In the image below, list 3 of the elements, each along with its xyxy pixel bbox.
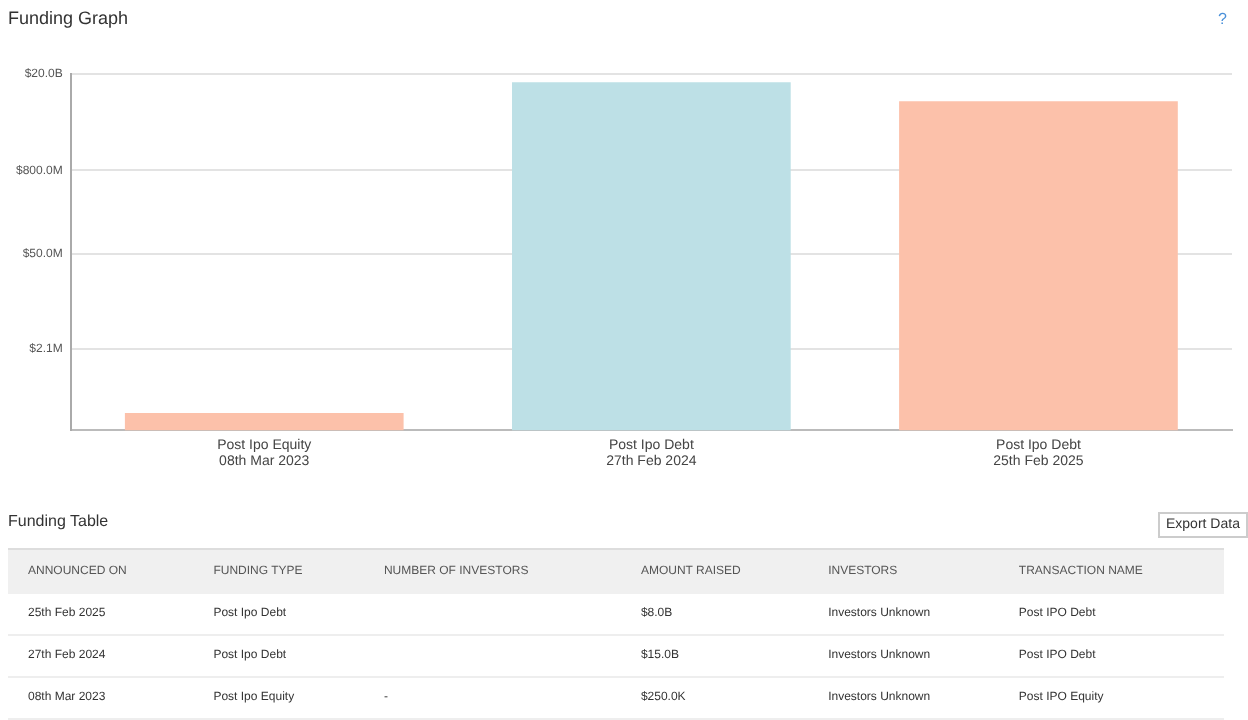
chart-title: Funding Graph [8, 7, 129, 28]
text: Funding Table [8, 512, 109, 530]
help-icon: ? [1218, 10, 1230, 26]
